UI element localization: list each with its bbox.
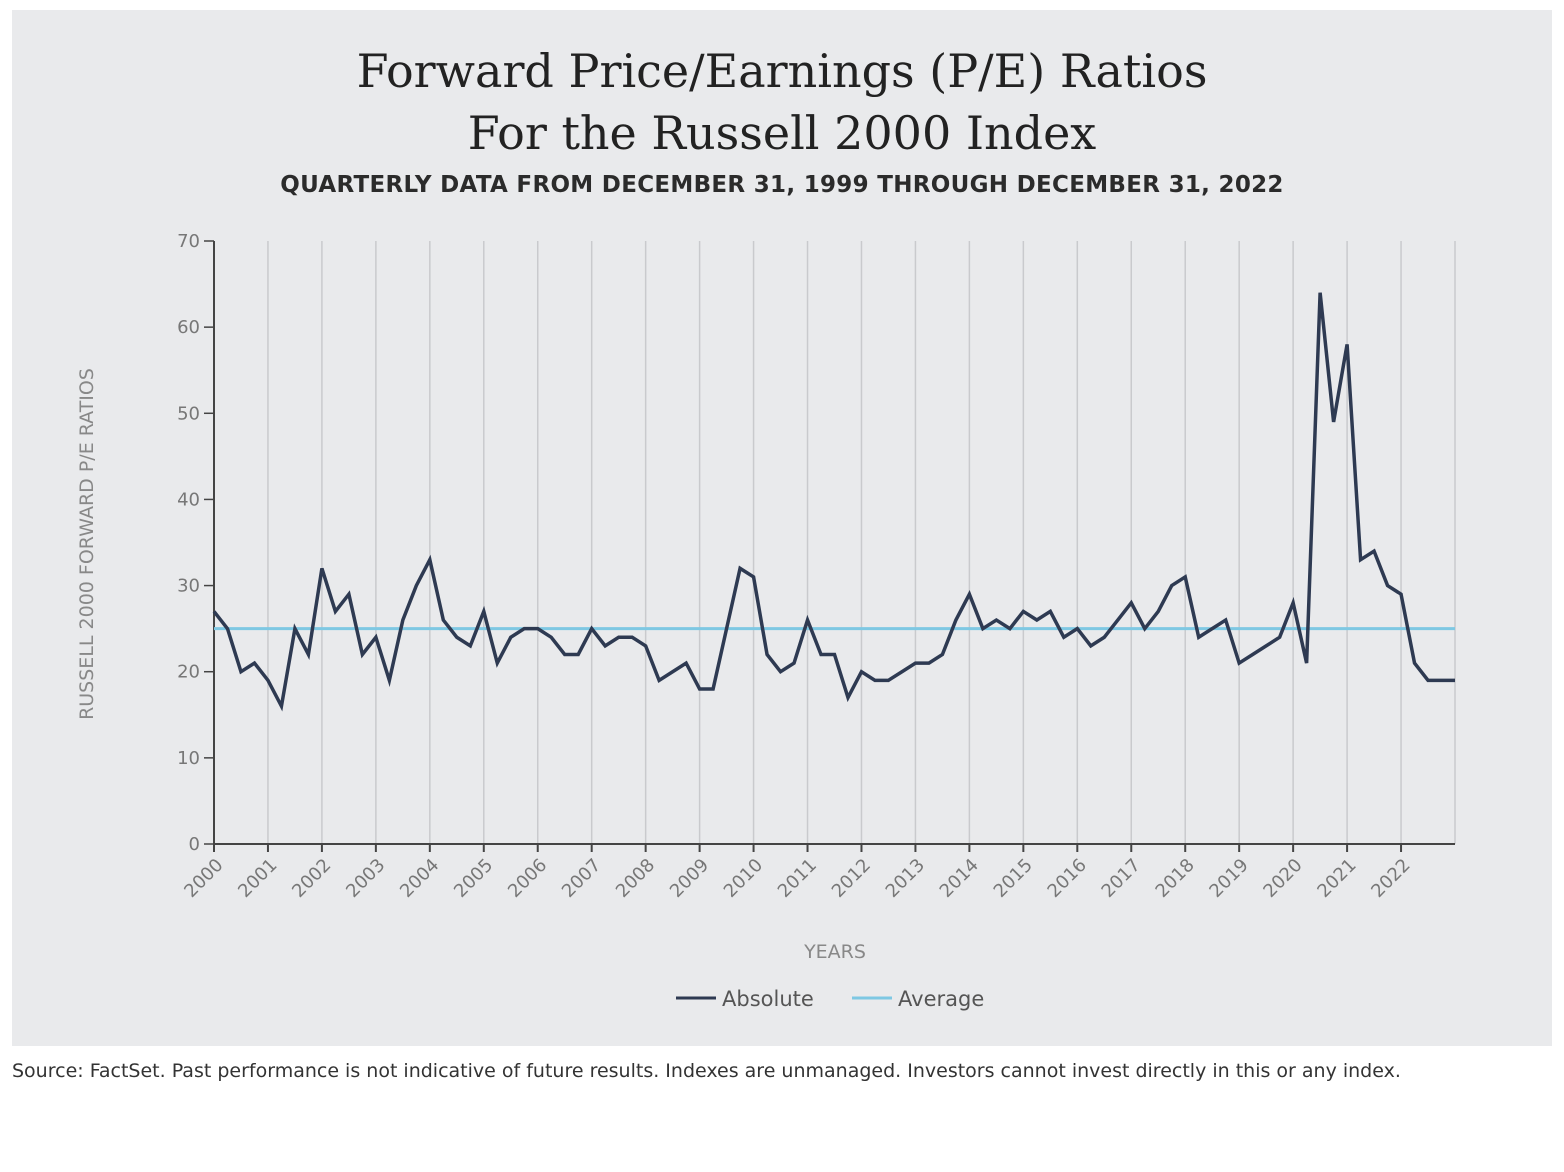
x-tick-label: 2007 [558, 855, 605, 902]
y-tick-label: 50 [177, 403, 200, 424]
x-tick-label: 2006 [504, 855, 551, 902]
legend-label-average: Average [898, 987, 984, 1011]
x-tick-label: 2009 [666, 855, 713, 902]
x-tick-label: 2019 [1205, 855, 1252, 902]
x-tick-label: 2017 [1098, 855, 1145, 902]
x-tick-label: 2008 [612, 855, 659, 902]
x-tick-label: 2001 [234, 855, 281, 902]
x-tick-label: 2004 [396, 855, 443, 902]
x-tick-label: 2000 [180, 855, 227, 902]
legend: Absolute Average [676, 987, 984, 1011]
x-tick-label: 2012 [828, 855, 875, 902]
series [212, 292, 1456, 712]
axes [213, 241, 1455, 845]
y-tick-label: 60 [177, 317, 200, 338]
y-axis-label: RUSSELL 2000 FORWARD P/E RATIOS [76, 368, 98, 720]
x-tick-label: 2005 [450, 855, 497, 902]
y-ticks: 0 10 20 30 40 50 60 70 [177, 231, 214, 855]
grid [267, 241, 1456, 844]
x-tick-label: 2020 [1259, 855, 1306, 902]
x-axis-label: YEARS [803, 941, 866, 963]
x-tick-label: 2016 [1044, 855, 1091, 902]
x-ticks: 2000 2001 2002 2003 2004 2005 2006 2007 2008 2009… [180, 844, 1415, 902]
x-tick-label: 2002 [288, 855, 335, 902]
x-tick-label: 2014 [936, 855, 983, 902]
source-note: Source: FactSet. Past performance is not… [12, 1060, 1401, 1082]
title-line-2: For the Russell 2000 Index [467, 106, 1097, 160]
x-tick-label: 2021 [1313, 855, 1360, 902]
y-tick-label: 20 [177, 662, 200, 683]
chart-subtitle: QUARTERLY DATA FROM DECEMBER 31, 1999 TH… [280, 172, 1284, 198]
y-tick-label: 0 [189, 834, 200, 855]
x-tick-label: 2013 [882, 855, 929, 902]
x-tick-label: 2018 [1152, 855, 1199, 902]
y-tick-label: 30 [177, 576, 200, 597]
x-tick-label: 2011 [774, 855, 821, 902]
absolute-line [212, 292, 1455, 712]
legend-label-absolute: Absolute [722, 987, 814, 1011]
x-tick-label: 2010 [720, 855, 767, 902]
x-tick-label: 2015 [990, 855, 1037, 902]
title-line-1: Forward Price/Earnings (P/E) Ratios [356, 44, 1208, 98]
y-tick-label: 70 [177, 231, 200, 252]
y-tick-label: 10 [177, 748, 200, 769]
x-tick-label: 2003 [342, 855, 389, 902]
y-tick-label: 40 [177, 489, 200, 510]
x-tick-label: 2022 [1367, 855, 1414, 902]
chart-title: Forward Price/Earnings (P/E) Ratios For … [0, 40, 1564, 164]
